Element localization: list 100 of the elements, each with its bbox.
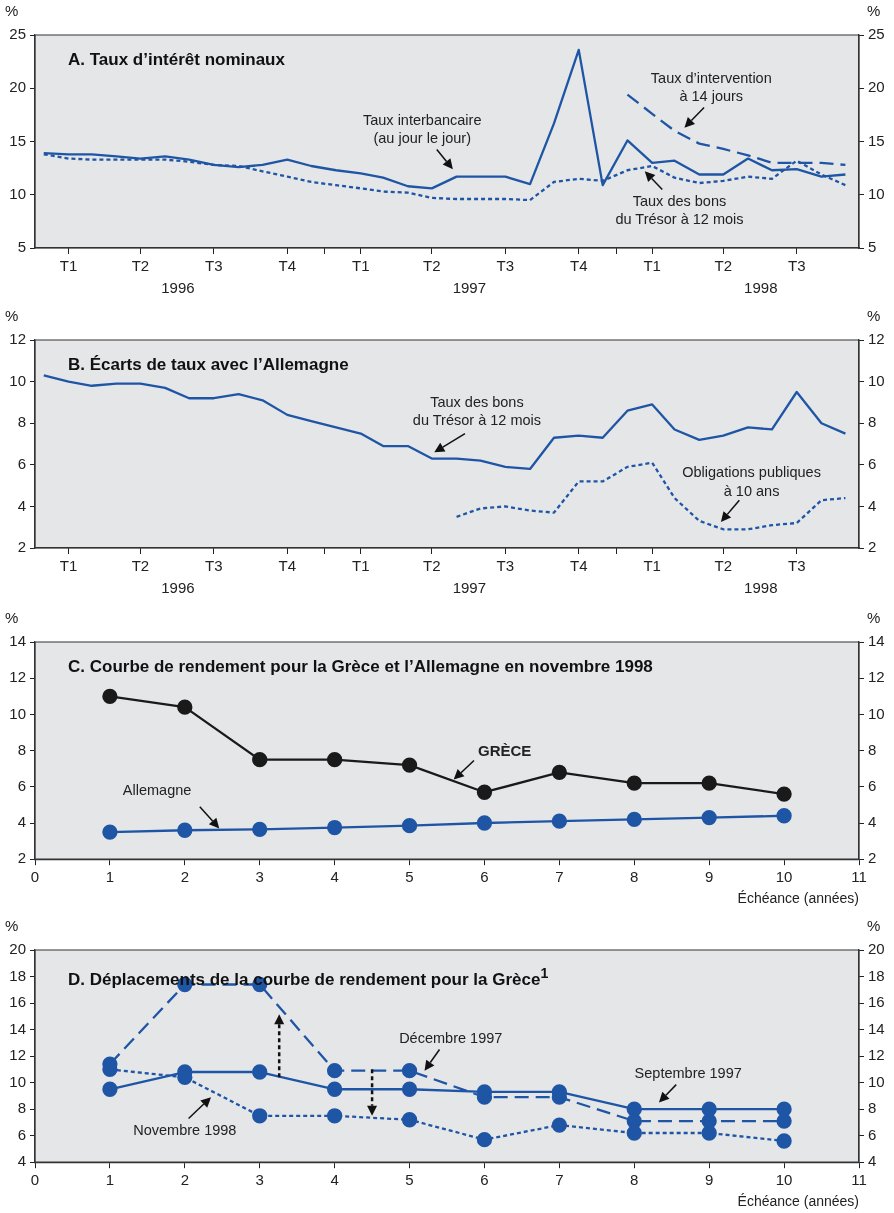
x-tick-label: T3 — [205, 257, 223, 275]
y-tick-label: 16 — [9, 993, 26, 1011]
y-axis-title: % — [5, 2, 19, 19]
x-tick-label: 11 — [851, 1171, 867, 1189]
x2-tick-label: 1997 — [452, 579, 487, 597]
point — [102, 688, 118, 704]
point — [401, 1063, 418, 1079]
y-tick-label: 6 — [17, 454, 26, 472]
x-tick-label: T2 — [423, 257, 441, 275]
point — [776, 1101, 792, 1117]
point — [701, 809, 717, 826]
x-tick-label: T4 — [278, 257, 297, 275]
x-tick-label: T3 — [205, 557, 223, 575]
point — [551, 1117, 568, 1133]
y2-axis-title: % — [867, 307, 881, 324]
x-tick-label: T2 — [131, 557, 150, 575]
y2-tick-label: 6 — [868, 454, 877, 472]
y2-axis-title: % — [867, 917, 881, 934]
point — [776, 808, 792, 824]
text: B. Écarts de taux avec l’Allemagne — [68, 355, 349, 375]
y2-tick-label: 14 — [868, 1019, 885, 1037]
y-tick-label: 4 — [17, 813, 26, 831]
y-tick-label: 12 — [9, 1046, 26, 1064]
point — [252, 1064, 268, 1080]
x-tick-label: T2 — [131, 257, 150, 275]
x-tick-label: 9 — [705, 1171, 714, 1189]
point — [102, 1081, 118, 1097]
y-tick-label: 14 — [9, 1019, 26, 1037]
x-tick-label: 3 — [255, 868, 264, 886]
y2-axis-title: % — [867, 609, 881, 626]
series-label: Allemagne — [122, 780, 192, 799]
x-tick-label: T4 — [569, 557, 588, 575]
x-tick-label: T3 — [787, 557, 806, 575]
x-tick-label: T3 — [496, 557, 515, 575]
x2-tick-label: 1997 — [452, 279, 487, 297]
x2-tick-label: 1996 — [161, 279, 195, 297]
x-tick-label: 1 — [105, 868, 115, 886]
point — [776, 1133, 792, 1149]
point — [551, 764, 568, 780]
point — [776, 786, 792, 802]
y2-tick-label: 4 — [868, 1152, 877, 1170]
x-tick-label: T4 — [278, 557, 297, 575]
x-tick-label: 4 — [330, 1171, 339, 1189]
line-series — [455, 461, 847, 531]
point — [326, 1081, 343, 1097]
y2-tick-label: 14 — [868, 632, 885, 650]
x-tick-label: T1 — [59, 257, 78, 275]
series-label: Taux des bons du Trésor à 12 mois — [412, 392, 542, 429]
point — [252, 752, 268, 768]
series-label: Obligations publiques à 10 ans — [682, 463, 821, 500]
x-tick-label: T4 — [569, 257, 588, 275]
y-tick-label: 2 — [17, 849, 26, 867]
point — [476, 815, 493, 831]
point — [476, 784, 493, 800]
text: A. Taux d’intérêt nominaux — [68, 50, 285, 70]
x-tick-label: T3 — [787, 257, 806, 275]
y-tick-label: 10 — [9, 371, 26, 389]
y2-tick-label: 10 — [868, 704, 885, 722]
point — [551, 813, 568, 829]
x-tick-label: 5 — [405, 1171, 414, 1189]
point — [102, 824, 118, 840]
x-tick-label: T1 — [643, 257, 661, 275]
x-tick-label: 8 — [630, 1171, 639, 1189]
x-tick-label: 11 — [851, 868, 867, 886]
x2-tick-label: 1996 — [161, 579, 195, 597]
y-tick-label: 12 — [9, 668, 26, 686]
x-tick-label: T1 — [352, 557, 370, 575]
y-tick-label: 20 — [9, 940, 26, 958]
y-tick-label: 8 — [17, 1099, 26, 1117]
text: C. Courbe de rendement pour la Grèce et l’Allemagne en novembre 1998 — [68, 657, 653, 677]
point — [626, 775, 642, 791]
y2-axis-title: % — [867, 2, 881, 19]
x-tick-label: 2 — [180, 1171, 189, 1189]
x-tick-label: 2 — [180, 868, 189, 886]
y-tick-label: 14 — [9, 632, 26, 650]
series-label: Taux des bons du Trésor à 12 mois — [615, 191, 744, 228]
y2-tick-label: 5 — [868, 238, 877, 256]
y-axis-title: % — [5, 307, 19, 324]
x-tick-label: T1 — [59, 557, 78, 575]
y-axis-title: % — [5, 917, 19, 934]
x-tick-label: 9 — [705, 868, 714, 886]
y-tick-label: 6 — [17, 1125, 26, 1143]
y2-tick-label: 10 — [868, 1072, 885, 1090]
text: D. Déplacements de la courbe de rendement pour la Grèce$^{1}$ — [68, 965, 549, 990]
y2-tick-label: 6 — [868, 776, 877, 794]
x-tick-label: T1 — [643, 557, 661, 575]
x-tick-label: 8 — [630, 868, 639, 886]
y-tick-label: 8 — [17, 413, 26, 431]
point — [326, 1108, 343, 1124]
y2-tick-label: 10 — [868, 184, 885, 202]
x-tick-label: 7 — [555, 868, 564, 886]
x-tick-label: T2 — [423, 557, 441, 575]
y2-tick-label: 2 — [868, 849, 877, 867]
y-tick-label: 8 — [17, 740, 26, 758]
x-tick-label: 7 — [555, 1171, 564, 1189]
y2-tick-label: 25 — [868, 25, 885, 43]
y-tick-label: 5 — [17, 238, 26, 256]
y2-tick-label: 12 — [868, 668, 885, 686]
x-tick-label: 3 — [255, 1171, 264, 1189]
point — [326, 819, 343, 836]
